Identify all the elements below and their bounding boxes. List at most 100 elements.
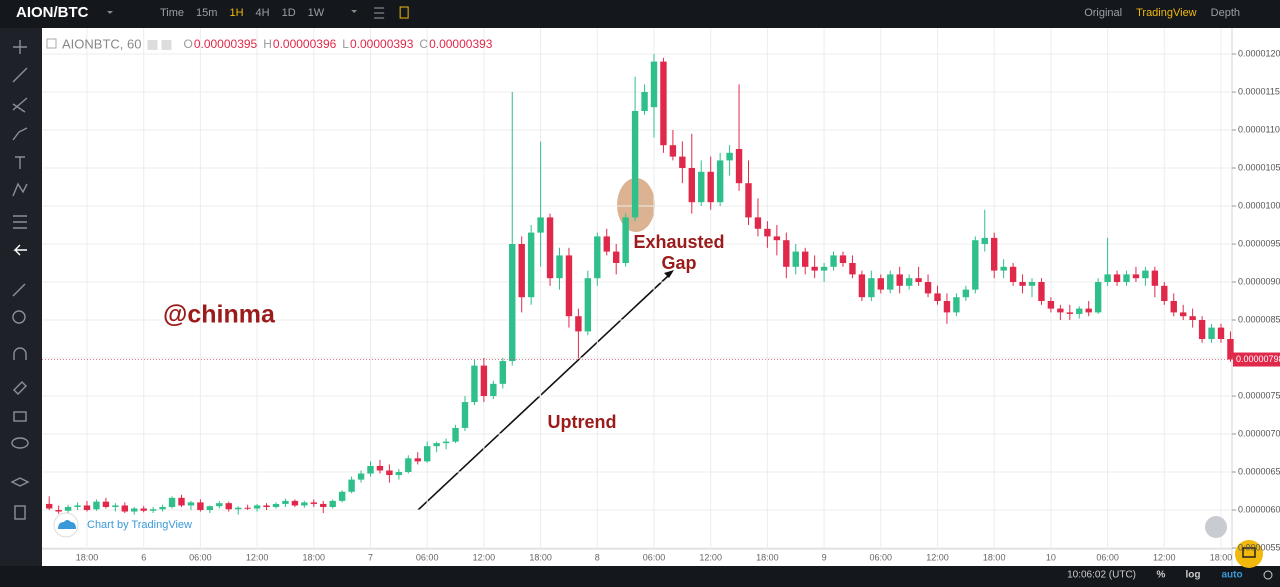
candle-body xyxy=(509,244,516,362)
candle-body xyxy=(376,465,384,471)
x-tick-label: 18:00 xyxy=(756,552,779,562)
candle-body xyxy=(1085,308,1092,313)
ohlc-key: O xyxy=(183,37,192,51)
candle-body xyxy=(433,443,440,447)
candle-body xyxy=(263,505,270,507)
candle-body xyxy=(46,503,53,509)
x-tick-label: 9 xyxy=(822,552,827,562)
interval-tab[interactable]: 4H xyxy=(256,7,270,19)
candle-body xyxy=(490,383,497,397)
annotation: Gap xyxy=(661,253,696,273)
dropdown-icon[interactable] xyxy=(107,11,113,14)
x-tick-label: 06:00 xyxy=(870,552,893,562)
candle-body xyxy=(754,217,762,229)
settings-gear[interactable] xyxy=(1263,570,1273,580)
chat-button[interactable] xyxy=(1235,540,1263,568)
interval-tab[interactable]: 1W xyxy=(308,7,325,19)
candle-body xyxy=(1047,301,1055,309)
candle-body xyxy=(792,251,799,267)
interval-tab[interactable]: 15m xyxy=(196,7,217,19)
x-tick-label: 8 xyxy=(595,552,600,562)
candle-body xyxy=(235,507,242,510)
candle-body xyxy=(972,240,979,290)
candle-body xyxy=(556,255,563,279)
candle-body xyxy=(1094,282,1102,313)
ohlc-value: 0.00000395 xyxy=(194,37,258,51)
view-tab[interactable]: Depth xyxy=(1211,7,1240,19)
candle-body xyxy=(603,236,610,252)
x-tick-label: 6 xyxy=(141,552,146,562)
candle-body xyxy=(1151,270,1159,286)
candle-body xyxy=(187,502,195,506)
candle-body xyxy=(575,316,582,332)
candle-body xyxy=(1161,285,1168,302)
symbol[interactable]: AION/BTC xyxy=(16,4,89,21)
candle-body xyxy=(282,500,289,504)
candle-body xyxy=(1142,270,1149,279)
x-tick-label: 18:00 xyxy=(76,552,99,562)
candle-body xyxy=(1189,316,1196,321)
candle-body xyxy=(537,217,544,233)
candle-body xyxy=(650,61,658,108)
candle-body xyxy=(679,156,686,168)
interval-tab[interactable]: 1H xyxy=(229,7,243,19)
candle-body xyxy=(735,148,743,184)
candle-body xyxy=(1009,266,1017,283)
x-tick-label: 06:00 xyxy=(416,552,439,562)
settings-icon xyxy=(374,7,385,19)
scale-option[interactable]: auto xyxy=(1221,570,1242,581)
x-tick-label: 12:00 xyxy=(1153,552,1176,562)
view-tab[interactable]: Original xyxy=(1084,7,1122,19)
candle-body xyxy=(934,293,941,302)
candle-body xyxy=(773,236,781,241)
legend-icon xyxy=(161,40,172,50)
candle-body xyxy=(660,61,667,146)
candle-body xyxy=(1076,308,1083,314)
candle-body xyxy=(726,152,733,161)
candle-body xyxy=(896,274,903,286)
interval-tab[interactable]: Time xyxy=(160,7,184,19)
candle-body xyxy=(858,274,866,298)
candle-body xyxy=(1123,274,1130,283)
candle-body xyxy=(613,251,620,264)
scale-option[interactable]: % xyxy=(1157,570,1166,581)
candle-body xyxy=(253,505,261,509)
scroll-button[interactable] xyxy=(1205,516,1227,538)
candle-body xyxy=(348,479,355,492)
view-tab[interactable]: TradingView xyxy=(1136,7,1197,19)
candle-body xyxy=(802,251,809,267)
candle-body xyxy=(131,508,138,512)
candle-body xyxy=(442,441,450,444)
chat-icon xyxy=(1242,547,1256,558)
candle-body xyxy=(1028,282,1036,286)
candle-body xyxy=(1057,308,1064,313)
candle-body xyxy=(1198,320,1206,340)
annotation: @chinma xyxy=(163,301,276,329)
logo xyxy=(58,520,76,529)
candle-body xyxy=(386,470,393,476)
candle-body xyxy=(178,497,185,506)
candle-body xyxy=(471,365,478,403)
trend-arrow xyxy=(417,275,669,511)
ohlc-key: C xyxy=(419,37,428,51)
x-tick-label: 06:00 xyxy=(189,552,212,562)
collapse-icon xyxy=(46,38,57,49)
last-price-label: 0.00000798 xyxy=(1236,354,1280,364)
left-toolbar xyxy=(10,40,30,520)
interval-tab[interactable]: 1D xyxy=(282,7,296,19)
candle-body xyxy=(594,236,601,279)
x-tick-label: 12:00 xyxy=(926,552,949,562)
candle-body xyxy=(1170,301,1177,313)
scale-option[interactable]: log xyxy=(1186,570,1201,581)
candle-body xyxy=(1217,327,1225,340)
candle-body xyxy=(206,506,214,511)
ohlc-value: 0.00000393 xyxy=(350,37,414,51)
